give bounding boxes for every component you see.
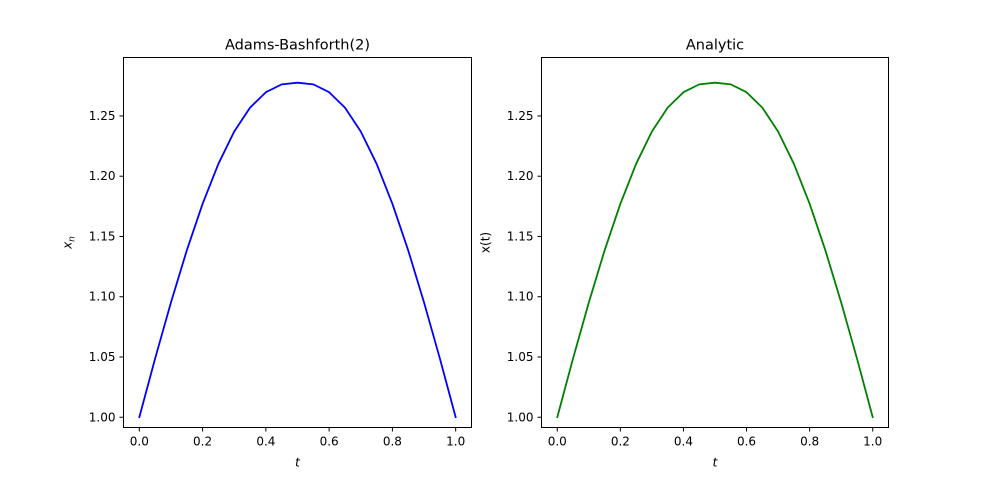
axes-frame [123,57,472,428]
y-tick-label: 1.05 [89,350,116,364]
x-tick-label: 0.6 [737,435,756,449]
y-tick-label: 1.10 [89,290,116,304]
y-tick-label: 1.25 [507,109,534,123]
x-tick-label: 0.0 [548,435,567,449]
y-axis-label: x(t) [479,232,493,253]
x-tick-label: 0.4 [674,435,693,449]
x-tick-label: 0.0 [130,435,149,449]
x-tick-label: 0.2 [193,435,212,449]
y-tick-label: 1.00 [507,410,534,424]
x-tick-label: 0.4 [256,435,275,449]
plot-title: Analytic [686,38,744,54]
x-axis-label: t [713,455,719,470]
series-line [556,81,874,419]
x-tick-label: 0.8 [800,435,819,449]
y-tick-label: 1.05 [507,350,534,364]
y-tick-label: 1.15 [507,229,534,243]
x-tick-label: 1.0 [863,435,882,449]
plot-title: Adams-Bashforth(2) [225,38,370,54]
plots: Adams-Bashforth(2)0.0 0.2 0.4 0.6 0.8 1.01.00… [61,38,889,470]
y-axis-label: xn [61,236,78,250]
subplot-2: Analytic 0.0 0.2 0.4 0.6 0.8 1.0 1.00 1.05 1.10 1.… [479,38,889,470]
y-tick-label: 1.15 [89,229,116,243]
x-axis-label: t [295,455,301,470]
y-tick-label: 1.10 [507,290,534,304]
y-tick-label: 1.20 [507,169,534,183]
axes-frame [541,57,889,428]
subplot-1: Adams-Bashforth(2) 0.0 0.2 0.4 0.6 0.8 1.0 1.00… [61,38,472,470]
y-tick-label: 1.25 [89,109,116,123]
series-line [138,81,457,419]
x-tick-label: 0.2 [611,435,630,449]
y-tick-label: 1.00 [89,410,116,424]
y-tick-label: 1.20 [89,169,116,183]
x-tick-label: 0.8 [383,435,402,449]
x-tick-label: 1.0 [446,435,465,449]
x-tick-label: 0.6 [320,435,339,449]
